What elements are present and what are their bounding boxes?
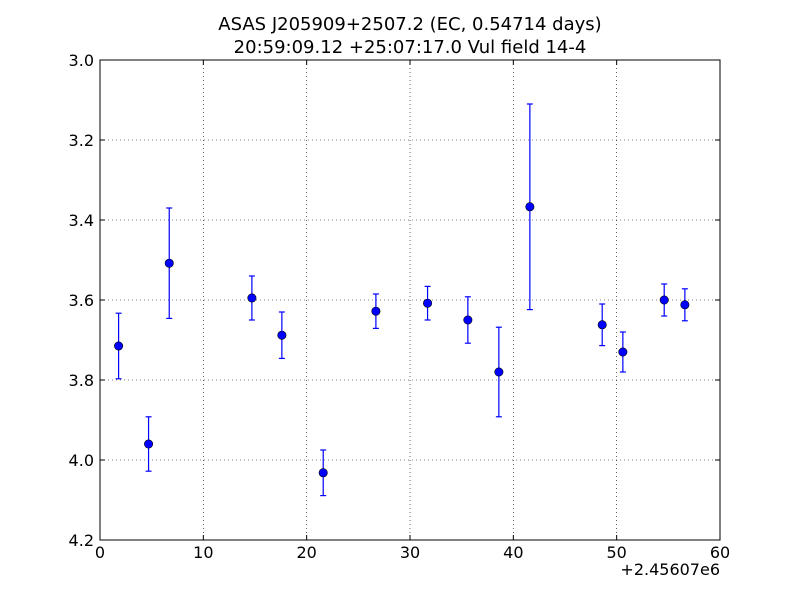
y-tick-label: 3.8 (69, 371, 94, 390)
data-point (597, 320, 607, 330)
data-point (247, 293, 257, 303)
data-point (371, 306, 381, 316)
data-point (525, 202, 535, 212)
data-point (277, 330, 287, 340)
x-offset-label: +2.45607e6 (620, 560, 720, 579)
y-tick-label: 3.4 (69, 211, 94, 230)
x-tick-label: 40 (503, 543, 523, 562)
chart-title-line1: ASAS J205909+2507.2 (EC, 0.54714 days) (218, 14, 601, 35)
y-tick-label: 4.0 (69, 451, 94, 470)
data-point (164, 258, 174, 268)
data-point (494, 367, 504, 377)
y-tick-label: 4.2 (69, 531, 94, 550)
y-tick-label: 3.6 (69, 291, 94, 310)
x-tick-label: 0 (95, 543, 105, 562)
x-tick-label: 50 (606, 543, 626, 562)
data-point (680, 300, 690, 310)
data-point (144, 439, 154, 449)
chart-title-line2: 20:59:09.12 +25:07:17.0 Vul field 14-4 (234, 37, 587, 58)
x-tick-label: 10 (193, 543, 213, 562)
data-point (318, 468, 328, 478)
data-point (423, 298, 433, 308)
data-point (463, 315, 473, 325)
data-point (659, 295, 669, 305)
data-series (114, 103, 690, 497)
data-point (618, 347, 628, 357)
x-tick-label: 30 (400, 543, 420, 562)
x-tick-label: 20 (296, 543, 316, 562)
grid-lines (100, 60, 720, 540)
y-tick-label: 3.2 (69, 131, 94, 150)
axis-ticks: 0 10 20 30 40 50 60 3.0 3.2 3.4 3.6 3.8 4.0 4.2 (69, 51, 731, 562)
data-point (114, 341, 124, 351)
x-tick-label: 60 (710, 543, 730, 562)
y-tick-label: 3.0 (69, 51, 94, 70)
